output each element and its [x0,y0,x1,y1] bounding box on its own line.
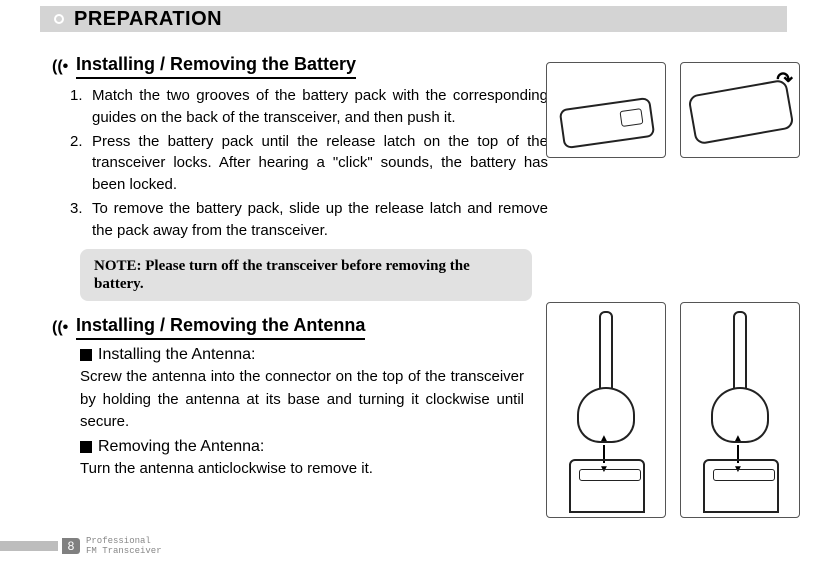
install-antenna-text: Screw the antenna into the connector on … [80,366,524,434]
note-text: Please turn off the transceiver before r… [94,258,470,292]
section2-title: Installing / Removing the Antenna [76,315,365,340]
antenna-install-block: Installing the Antenna: Screw the antenn… [80,346,524,480]
install-title-text: Installing the Antenna: [98,346,255,364]
list-item: 2. Press the battery pack until the rele… [70,131,548,196]
radio-wave-icon: ((• [52,320,70,336]
list-item: 1. Match the two grooves of the battery … [70,85,548,129]
header-bar: PREPARATION [40,6,787,32]
remove-antenna-title: Removing the Antenna: [80,438,524,456]
radio-wave-icon: ((• [52,59,70,75]
section1-title: Installing / Removing the Battery [76,54,356,79]
step-text: Match the two grooves of the battery pac… [92,85,548,129]
section-heading-battery: ((• Installing / Removing the Battery [52,54,783,79]
step-text: To remove the battery pack, slide up the… [92,198,548,242]
antenna-illustration-install [546,302,666,518]
install-antenna-title: Installing the Antenna: [80,346,524,364]
square-bullet-icon [80,441,92,453]
header-bullet-icon [54,14,64,24]
remove-title-text: Removing the Antenna: [98,438,264,456]
square-bullet-icon [80,349,92,361]
note-label: NOTE: [94,258,145,274]
list-item: 3. To remove the battery pack, slide up … [70,198,548,242]
step-number: 3. [70,198,92,242]
arrow-up-icon: ↷ [776,67,793,92]
page-footer: 8 Professional FM Transceiver [0,537,827,557]
page-number: 8 [62,538,80,554]
antenna-illustration-remove [680,302,800,518]
battery-illustration-2: ↷ [680,62,800,158]
header-title: PREPARATION [74,8,222,31]
battery-illustration-1 [546,62,666,158]
footer-line2: FM Transceiver [86,547,162,557]
battery-steps: 1. Match the two grooves of the battery … [70,85,548,241]
note-box: NOTE: Please turn off the transceiver be… [80,249,532,301]
step-number: 2. [70,131,92,196]
step-text: Press the battery pack until the release… [92,131,548,196]
footer-text: Professional FM Transceiver [86,537,162,557]
step-number: 1. [70,85,92,129]
footer-bar [0,541,58,551]
remove-antenna-text: Turn the antenna anticlockwise to remove… [80,458,524,481]
section-heading-antenna: ((• Installing / Removing the Antenna [52,315,783,340]
